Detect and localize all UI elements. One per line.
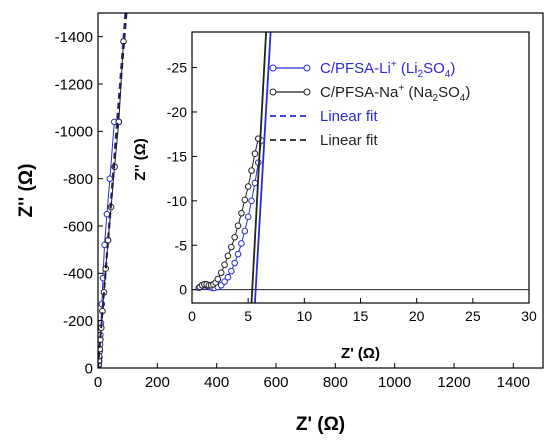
inset-plot-series-li-point [231, 259, 238, 267]
main-plot-y-tick-label: -600 [63, 218, 93, 235]
inset-plot-series-na-point [234, 222, 242, 229]
inset-plot-y-tick-label: -5 [175, 237, 188, 253]
inset-plot-series-na-point [221, 261, 228, 269]
inset-plot-series-li-point [248, 197, 255, 205]
inset-plot-series-na-point [241, 196, 249, 204]
inset-plot-y-tick-label: -20 [167, 104, 187, 120]
inset-plot-series-na-fit-line [250, 32, 267, 303]
inset-plot-series-na-point [251, 150, 259, 158]
inset-plot-series-na-point [244, 183, 252, 190]
inset-legend: C/PFSA-Li+ (Li2SO4) C/PFSA-Na+ (Na2SO4) Li… [269, 59, 470, 149]
inset-plot-series-li-fit-line [254, 32, 272, 303]
inset-plot-data-area [192, 32, 529, 303]
main-plot-x-tick-label: 400 [204, 374, 229, 391]
inset-plot-x-tick-label: 10 [297, 308, 313, 324]
main-plot: 0 200 400 600 800 1000 1200 14000-200-400-600-8… [16, 12, 544, 435]
inset-plot-x-tick-label: 25 [465, 308, 481, 324]
inset-plot-y-tick-label: 0 [179, 282, 187, 298]
inset-plot-series-li-point [238, 240, 245, 247]
main-plot-data-area [98, 13, 128, 368]
legend-na-marker [303, 88, 311, 96]
inset-plot-series-na-point [238, 209, 245, 217]
inset-plot-series-na-point [217, 269, 225, 277]
main-plot-y-tick-label: -1200 [55, 76, 93, 93]
inset-plot-series-na-point [228, 243, 235, 251]
inset-plot-y-tick-label: -15 [167, 148, 187, 164]
inset-plot-series-li-point [244, 213, 252, 221]
inset-plot-series-li-point [234, 250, 242, 258]
main-plot-x-tick-label: 1400 [497, 374, 530, 391]
inset-plot: 0 5 10 15 20 25 30 0 -5 -10 -15 -20 -25 Z' (Ω) Z'' (Ω)… [132, 31, 537, 362]
main-plot-x-tick-label: 800 [323, 374, 348, 391]
main-plot-x-axis-label: Z' (Ω) [296, 414, 345, 435]
inset-plot-y-tick-label: -25 [167, 60, 187, 76]
inset-plot-x-tick-label: 5 [244, 308, 252, 324]
inset-plot-y-axis-label: Z'' (Ω) [132, 138, 149, 180]
inset-plot-y-tick-label: -10 [167, 193, 187, 209]
inset-plot-series-li-point [221, 278, 228, 285]
inset-plot-x-tick-label: 15 [353, 308, 369, 324]
main-plot-x-tick-label: 1000 [378, 374, 411, 391]
inset-plot-x-tick-label: 0 [188, 308, 196, 324]
legend-li-marker [303, 64, 311, 72]
main-plot-series-li-point [106, 175, 114, 182]
main-plot-frame [97, 12, 544, 369]
inset-plot-series-na-point [231, 233, 238, 241]
legend-na-fit-label: Linear fit [320, 132, 378, 149]
main-plot-x-tick-label: 600 [263, 374, 288, 391]
legend-li-fit-label: Linear fit [320, 108, 378, 125]
main-plot-y-tick-label: -1000 [55, 124, 93, 141]
legend-na-label: C/PFSA-Na+ (Na2SO4) [320, 83, 470, 104]
legend-na-marker [269, 88, 277, 96]
inset-plot-x-axis-label: Z' (Ω) [341, 345, 380, 362]
main-plot-x-tick-label: 1200 [437, 374, 470, 391]
main-plot-y-tick-label: -200 [63, 313, 93, 330]
legend-li-marker [269, 64, 277, 72]
inset-plot-background [192, 32, 529, 303]
main-plot-y-tick-label: -1400 [55, 29, 93, 46]
inset-plot-series-li-point [224, 273, 232, 281]
main-plot-y-tick-label: -400 [63, 266, 93, 283]
legend-li-label: C/PFSA-Li+ (Li2SO4) [320, 59, 455, 80]
inset-plot-series-li-point [241, 227, 249, 235]
inset-plot-series-na-point [224, 252, 232, 260]
inset-plot-series-na-point [248, 167, 255, 174]
main-plot-y-tick-label: 0 [85, 360, 93, 377]
main-plot-x-tick-label: 0 [94, 374, 102, 391]
inset-plot-x-tick-label: 20 [409, 308, 425, 324]
inset-plot-series-li-point [251, 179, 259, 187]
main-plot-x-tick-label: 200 [145, 374, 170, 391]
inset-plot-x-tick-label: 30 [521, 308, 537, 324]
inset-plot-series-na-point [214, 275, 222, 283]
main-plot-y-axis-label: Z'' (Ω) [16, 164, 37, 218]
inset-plot-series-li-point [228, 267, 235, 275]
main-plot-y-tick-label: -800 [63, 171, 93, 188]
